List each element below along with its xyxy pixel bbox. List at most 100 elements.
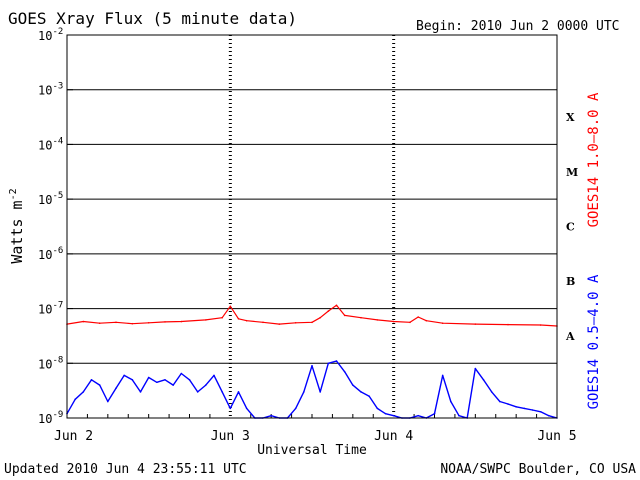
series-point	[82, 320, 85, 323]
series-point	[392, 414, 395, 417]
series-point	[425, 319, 428, 322]
series-point	[278, 323, 281, 325]
y-axis-label-base: Watts m	[8, 200, 26, 263]
series-point	[205, 319, 207, 321]
series-point	[213, 374, 215, 377]
y-tick-label: 10-8	[38, 355, 63, 371]
series-point	[294, 321, 297, 324]
series-point	[229, 305, 232, 308]
x-tick-label: Jun 3	[211, 429, 250, 444]
series-point	[523, 407, 526, 410]
series-point	[115, 321, 117, 324]
y-axis-ticks: 10-2 10-3 10-4 10-5 10-6 10-7 10-8 10-9	[38, 27, 73, 426]
series-point	[139, 391, 142, 393]
series-point	[433, 412, 436, 415]
series-point	[409, 321, 411, 324]
series-point	[74, 398, 76, 401]
flare-class-labels: X M C B A	[565, 111, 578, 343]
series-point	[499, 400, 501, 403]
series-point	[376, 319, 379, 321]
series-point	[360, 391, 362, 393]
x-axis-label: Universal Time	[257, 443, 367, 458]
series-point	[245, 319, 248, 322]
x-tick-label: Jun 4	[374, 429, 413, 444]
series-point	[539, 324, 542, 326]
series-point	[147, 376, 150, 379]
series-point	[474, 323, 477, 325]
series-point	[507, 323, 509, 326]
legend-short-channel-label: GOES14 0.5–4.0 A	[586, 274, 602, 409]
series-point	[360, 316, 362, 319]
series-point	[450, 400, 452, 403]
series-point	[164, 321, 166, 323]
series-point	[123, 374, 125, 377]
series-point	[417, 414, 419, 417]
series-point	[196, 391, 199, 393]
legend-short-channel: GOES14 0.5–4.0 A	[586, 274, 602, 409]
series-point	[188, 378, 191, 381]
series-point	[164, 378, 166, 381]
series-point	[107, 400, 109, 403]
series-point	[147, 321, 150, 324]
series-point	[531, 409, 534, 411]
series-point	[335, 304, 338, 307]
series-point	[115, 387, 117, 390]
flare-class-label: X	[566, 111, 575, 124]
series-line-long-channel	[66, 304, 558, 327]
series-point	[376, 407, 379, 410]
series-point	[343, 370, 346, 373]
series-point	[368, 395, 370, 398]
x-axis-ticks: Jun 2 Jun 3 Jun 4 Jun 5	[54, 414, 577, 444]
y-tick-label: 10-2	[38, 27, 63, 43]
series-point	[343, 314, 346, 317]
svg-text:Watts m-2: Watts m-2	[8, 188, 26, 263]
series-point	[335, 360, 338, 362]
flare-class-label: B	[566, 275, 575, 288]
begin-label: Begin: 2010 Jun 2 0000 UTC	[416, 19, 620, 34]
series-point	[172, 384, 174, 386]
series-point	[515, 406, 517, 408]
plot-frame	[66, 34, 558, 419]
y-axis-label-exp: -2	[8, 188, 19, 200]
series-point	[319, 316, 321, 319]
series-point	[539, 410, 542, 413]
y-tick-label: 10-9	[38, 410, 63, 426]
series-point	[311, 364, 313, 367]
series-point	[458, 414, 460, 417]
flare-class-label: A	[565, 330, 575, 343]
series-point	[90, 378, 93, 381]
series-point	[131, 378, 134, 381]
credit-line: NOAA/SWPC Boulder, CO USA	[440, 462, 636, 477]
y-tick-label: 10-3	[38, 82, 63, 98]
flare-class-label: C	[566, 221, 575, 234]
series-point	[319, 391, 321, 393]
series-point	[262, 321, 264, 324]
series-point	[392, 320, 395, 323]
series-point	[441, 322, 444, 325]
legend-long-channel-label: GOES14 1.0–8.0 A	[586, 92, 602, 227]
series-point	[229, 407, 232, 410]
series-point	[221, 391, 223, 393]
x-tick-label: Jun 2	[54, 429, 93, 444]
series-point	[311, 321, 313, 324]
grid	[67, 35, 557, 418]
y-axis-label: Watts m-2	[8, 188, 26, 263]
legend-long-channel: GOES14 1.0–8.0 A	[586, 92, 602, 227]
series-point	[98, 384, 101, 386]
y-tick-label: 10-4	[38, 136, 63, 152]
series-point	[270, 414, 272, 417]
series-point	[156, 381, 158, 384]
series-point	[180, 372, 183, 375]
y-tick-label: 10-7	[38, 301, 63, 317]
series-point	[303, 391, 305, 393]
flare-class-label: M	[566, 166, 578, 179]
series-point	[131, 322, 134, 325]
series-point	[352, 384, 354, 386]
y-tick-label: 10-6	[38, 246, 63, 262]
series-point	[327, 310, 330, 312]
series-point	[327, 362, 330, 365]
series-point	[441, 374, 444, 377]
series-point	[180, 320, 183, 323]
series-point	[548, 414, 550, 417]
series-lines	[66, 304, 558, 419]
